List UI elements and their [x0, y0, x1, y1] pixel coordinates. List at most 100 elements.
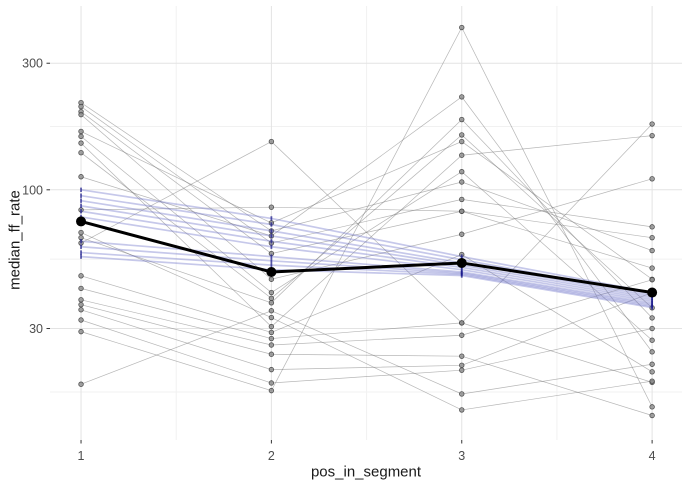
subject-point	[459, 391, 465, 397]
subject-line	[80, 26, 653, 408]
subject-line	[80, 123, 653, 324]
subject-point	[459, 208, 465, 214]
mean-line	[80, 219, 653, 295]
x-tick-label: 3	[458, 449, 465, 463]
subject-point	[459, 138, 465, 145]
fit-marker	[80, 209, 82, 214]
subject-point	[459, 132, 465, 138]
subject-point	[78, 229, 84, 236]
subject-point	[649, 132, 655, 139]
fit-marker	[270, 244, 273, 249]
subject-point	[649, 349, 655, 355]
subject-point	[649, 412, 655, 419]
subject-point	[268, 323, 275, 330]
subject-point	[78, 149, 84, 156]
subject-line	[80, 304, 653, 416]
fit-marker	[270, 233, 273, 239]
subject-point	[268, 314, 275, 321]
subject-point	[268, 335, 275, 342]
subject-line	[80, 135, 653, 328]
subject-line	[80, 119, 653, 319]
subject-line	[80, 279, 653, 346]
subject-line	[80, 131, 653, 280]
fit-marker	[270, 228, 273, 234]
subject-point	[649, 404, 655, 410]
subject-point	[459, 169, 465, 175]
subject-line	[80, 134, 653, 309]
subject-point	[459, 353, 465, 359]
subject-point	[649, 315, 655, 321]
fit-line	[80, 251, 653, 308]
subject-point	[459, 24, 465, 31]
subject-point	[78, 301, 84, 308]
subject-point	[268, 138, 275, 145]
mean-point	[76, 216, 87, 227]
subject-line	[80, 114, 653, 280]
subject-point	[78, 174, 84, 180]
subject-point	[78, 307, 84, 313]
subject-point	[268, 329, 275, 336]
subject-point	[649, 378, 655, 384]
fit-marker	[270, 258, 273, 263]
fit-marker	[460, 267, 463, 272]
subject-point	[459, 116, 465, 123]
subject-point	[78, 273, 84, 279]
fit-marker	[80, 244, 82, 249]
subject-point	[459, 231, 465, 237]
fit-marker	[270, 216, 273, 221]
subject-point	[78, 285, 84, 292]
subject-point	[459, 367, 465, 373]
subject-point	[268, 300, 275, 306]
x-tick-label: 2	[268, 449, 275, 463]
fit-line	[80, 210, 653, 301]
subject-point	[649, 224, 655, 230]
subject-point	[268, 289, 275, 296]
fit-marker	[80, 203, 82, 209]
subject-point	[268, 380, 275, 386]
fit-line	[80, 255, 653, 309]
subject-point	[78, 111, 84, 118]
subject-point	[268, 276, 275, 282]
fit-line	[80, 188, 653, 294]
y-axis-title: median_ff_rate	[6, 190, 24, 290]
subject-point	[78, 103, 84, 110]
fit-marker	[651, 305, 654, 310]
mean-point	[456, 257, 467, 268]
x-tick-label: 4	[649, 449, 656, 463]
subject-point	[78, 128, 84, 135]
subject-point	[268, 204, 275, 210]
subject-point	[268, 308, 275, 314]
fit-marker	[80, 193, 82, 198]
y-tick-label: 30	[29, 322, 43, 336]
subject-point	[459, 362, 465, 369]
fit-marker	[270, 222, 273, 227]
y-tick-label: 100	[22, 183, 43, 197]
subject-point	[459, 94, 465, 100]
x-axis-title: pos_in_segment	[310, 463, 422, 481]
subject-point	[78, 140, 84, 146]
fit-marker	[460, 254, 463, 259]
subject-point	[459, 332, 465, 338]
subject-point	[268, 295, 275, 301]
subject-point	[459, 179, 465, 185]
fit-marker	[270, 262, 273, 268]
fit-marker	[460, 273, 463, 278]
fit-line	[80, 240, 653, 304]
subject-point	[268, 387, 275, 394]
subject-line	[80, 96, 653, 353]
subject-line	[80, 254, 653, 373]
subject-point	[459, 407, 465, 413]
subject-point	[649, 337, 655, 343]
subject-point	[649, 265, 655, 271]
fit-line	[80, 205, 653, 299]
fit-marker	[80, 239, 82, 244]
subject-point	[78, 381, 84, 387]
subject-point	[268, 366, 275, 373]
subject-point	[78, 328, 84, 335]
fit-line	[80, 199, 653, 297]
subject-line	[80, 310, 653, 395]
fit-marker	[80, 187, 82, 193]
fit-marker	[270, 254, 273, 259]
